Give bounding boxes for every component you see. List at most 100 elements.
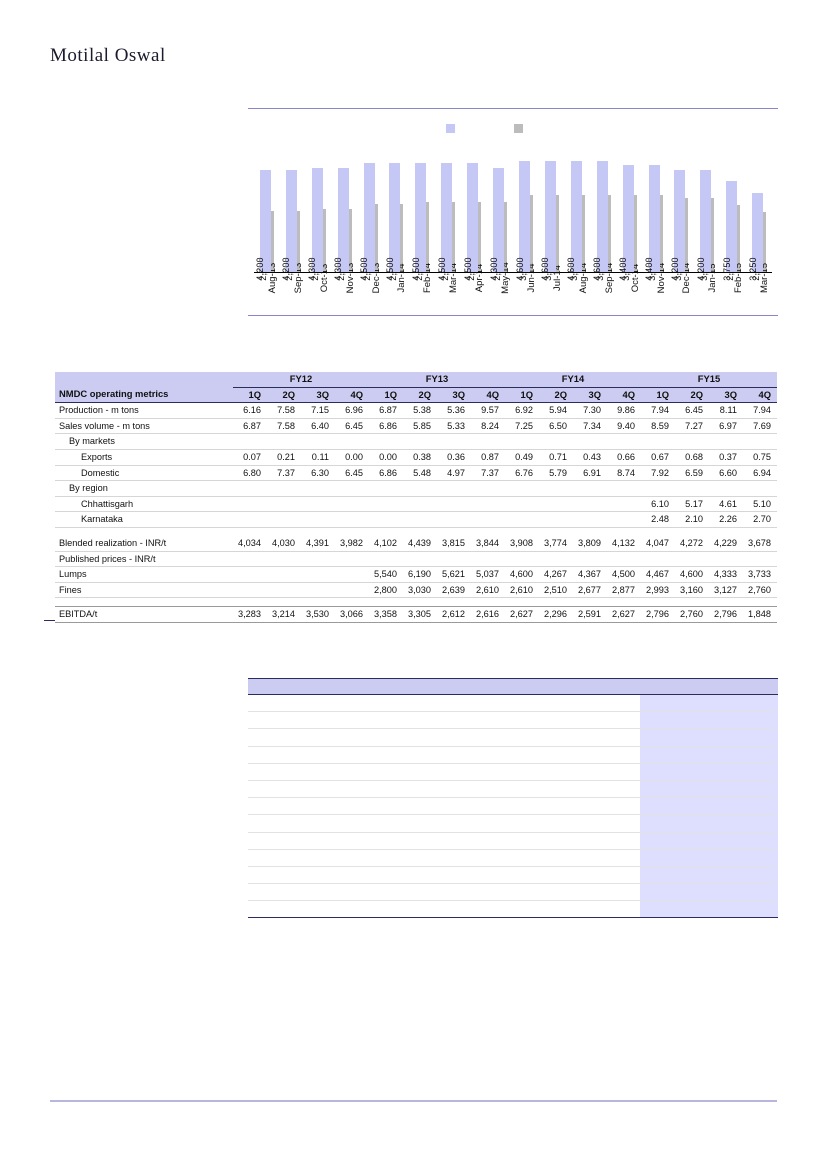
bottom-table-cell (248, 763, 413, 781)
data-cell: 4,102 (369, 535, 403, 552)
data-cell: 5.33 (437, 418, 471, 435)
data-cell (267, 566, 301, 583)
data-cell (675, 433, 709, 450)
data-cell: 2,877 (607, 582, 641, 599)
table-header-fy-row: FY12 FY13 FY14 FY15 (55, 372, 777, 388)
bottom-table-cell (640, 849, 688, 867)
fy-header-cell: FY13 (369, 372, 505, 388)
data-cell: 6.60 (709, 465, 743, 482)
bar-lumps: 4,600 (515, 160, 531, 281)
bar-value-label: 4,200 (669, 257, 680, 281)
data-cell (369, 511, 403, 528)
data-cell (641, 480, 675, 497)
data-cell: 0.66 (607, 449, 641, 466)
chart-bar-group: 4,5002,910 (435, 146, 461, 281)
data-cell: 4,272 (675, 535, 709, 552)
chart-bar-group: 4,4003,160 (617, 146, 643, 281)
data-cell: 3,214 (267, 606, 301, 623)
quarter-header-cell: 3Q (301, 387, 335, 404)
bottom-table-cell (248, 746, 413, 764)
data-cell (369, 551, 403, 568)
data-cell: 5.38 (403, 402, 437, 419)
data-cell: 2,760 (675, 606, 709, 623)
bottom-table-cell (640, 883, 688, 902)
bottom-table-cell (592, 832, 641, 850)
bottom-table-cell (412, 866, 503, 885)
data-cell: 4,333 (709, 566, 743, 583)
bottom-table-cell (412, 900, 503, 919)
x-axis-tick: Nov-13 (332, 263, 358, 316)
quarter-header-cell: 3Q (573, 387, 607, 404)
data-cell: 6.87 (369, 402, 403, 419)
x-axis-tick: Dec-13 (358, 263, 384, 316)
bar-value-label: 4,400 (644, 257, 655, 281)
chart-bottom-rule (248, 315, 778, 316)
data-cell: 5,621 (437, 566, 471, 583)
nmdc-operating-metrics-table: FY12 FY13 FY14 FY15 NMDC operating metrics 1Q… (55, 372, 777, 623)
bottom-table-cell (687, 832, 736, 850)
data-cell: 3,908 (505, 535, 539, 552)
quarter-header-cell: 1Q (233, 387, 267, 404)
data-cell (539, 551, 573, 568)
data-cell: 6.30 (301, 465, 335, 482)
bottom-table-cell (735, 900, 778, 919)
bottom-table-cell (502, 814, 593, 833)
data-cell (675, 480, 709, 497)
fy-header-cell: FY15 (641, 372, 777, 388)
data-cell (709, 480, 743, 497)
data-cell: 4,467 (641, 566, 675, 583)
bottom-table-cell (248, 797, 413, 816)
data-cell: 3,844 (471, 535, 505, 552)
data-cell (403, 496, 437, 513)
table-row: Exports 0.07 0.21 0.11 0.00 0.00 0.38 0.36 0.87 0… (55, 449, 777, 466)
data-cell: 0.43 (573, 449, 607, 466)
bottom-table-cell (502, 746, 593, 764)
data-cell: 8.74 (607, 465, 641, 482)
row-label: Fines (55, 582, 233, 599)
data-cell: 4.61 (709, 496, 743, 513)
data-cell: 4,267 (539, 566, 573, 583)
data-cell (505, 480, 539, 497)
data-cell: 7.92 (641, 465, 675, 482)
chart-bar-group: 4,5002,910 (409, 146, 435, 281)
bottom-table-cell (592, 728, 641, 747)
data-cell: 2,993 (641, 582, 675, 599)
bottom-table-cell (412, 814, 503, 833)
table-row: Domestic 6.80 7.37 6.30 6.45 6.86 5.48 4.97 7.37… (55, 465, 777, 482)
bottom-table-cell (735, 711, 778, 730)
data-cell: 3,733 (743, 566, 777, 583)
data-cell: 6.45 (335, 418, 369, 435)
bottom-table-header-cell (592, 678, 641, 695)
bar-lumps: 4,400 (644, 165, 660, 281)
row-label: By region (55, 480, 233, 497)
table-row: By region (55, 480, 777, 497)
data-cell: 0.67 (641, 449, 675, 466)
data-cell (267, 511, 301, 528)
quarter-header-cell: 4Q (743, 387, 777, 404)
bottom-table-row (248, 814, 778, 833)
data-cell (709, 551, 743, 568)
row-label: Exports (55, 449, 233, 466)
data-cell: 1,848 (743, 606, 777, 623)
data-cell (505, 511, 539, 528)
bottom-table-cell (640, 711, 688, 730)
bar-lumps: 4,600 (540, 160, 556, 281)
data-cell: 0.71 (539, 449, 573, 466)
data-cell: 4,600 (505, 566, 539, 583)
data-cell (233, 551, 267, 568)
row-label: Chhattisgarh (55, 496, 233, 513)
bar-value-label: 4,500 (384, 257, 395, 281)
bottom-table-cell (687, 900, 736, 919)
bar-lumps: 4,300 (489, 167, 505, 281)
data-cell (573, 433, 607, 450)
bottom-table-cell (687, 711, 736, 730)
data-cell: 7.34 (573, 418, 607, 435)
data-cell: 8.24 (471, 418, 505, 435)
data-cell (607, 433, 641, 450)
data-cell (437, 480, 471, 497)
bottom-table-cell (687, 728, 736, 747)
data-cell: 7.58 (267, 418, 301, 435)
data-cell (743, 480, 777, 497)
bar-lumps: 4,200 (696, 170, 712, 281)
x-axis-tick: Oct-14 (617, 264, 643, 316)
